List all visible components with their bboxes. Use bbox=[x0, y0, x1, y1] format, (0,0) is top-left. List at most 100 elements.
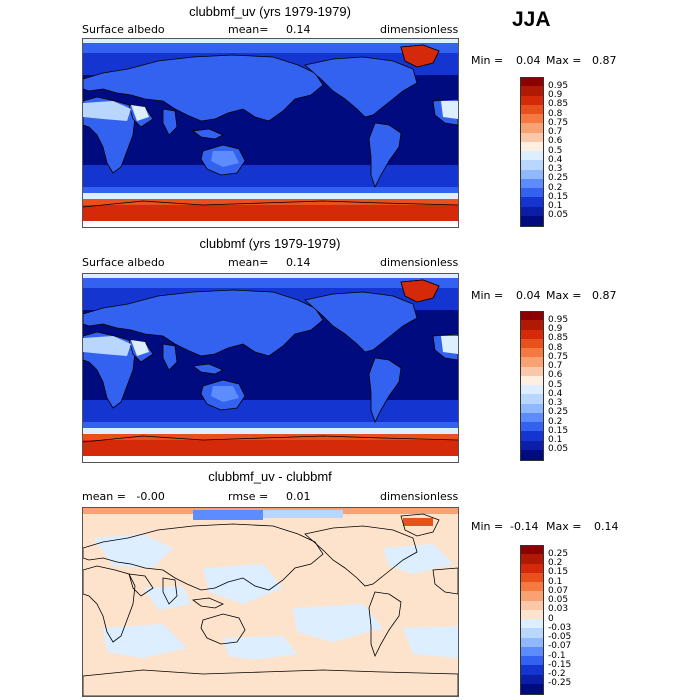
colorbar-tick-label: 0.25 bbox=[548, 173, 569, 184]
colorbar-swatch bbox=[520, 160, 544, 170]
colorbar-tick-label: 0.9 bbox=[548, 324, 563, 334]
colorbar-swatch bbox=[520, 357, 544, 367]
colorbar-tick-label: 0.5 bbox=[548, 145, 563, 156]
colorbar-tick-label: 0.2 bbox=[548, 182, 563, 193]
panel-1-min-label: Min = bbox=[471, 54, 504, 67]
colorbar-tick-label: -0.05 bbox=[548, 632, 572, 642]
colorbar-swatch bbox=[520, 385, 544, 395]
colorbar-swatch bbox=[520, 674, 544, 685]
colorbar-tick-label: 0.75 bbox=[548, 351, 569, 362]
colorbar-swatch bbox=[520, 683, 544, 695]
colorbar-swatch bbox=[520, 422, 544, 432]
panel-2-map-svg bbox=[83, 274, 458, 462]
colorbar-tick-label: 0.05 bbox=[548, 210, 569, 221]
panel-1-variable: Surface albedo bbox=[82, 23, 165, 36]
colorbar-swatch bbox=[520, 554, 544, 564]
panel-1-mean-label: mean= bbox=[228, 23, 269, 36]
colorbar-swatch bbox=[520, 178, 544, 189]
colorbar-tick-label: 0.2 bbox=[548, 416, 563, 427]
panel-2-units: dimensionless bbox=[380, 256, 459, 269]
colorbar-tick-label: 0.95 bbox=[548, 314, 569, 325]
colorbar-swatch bbox=[520, 665, 544, 675]
colorbar-tick-label: -0.25 bbox=[548, 678, 572, 689]
panel-2-max-label: Max = bbox=[546, 289, 582, 302]
colorbar-swatch bbox=[520, 431, 544, 441]
colorbar-tick-label: 0 bbox=[548, 613, 554, 624]
colorbar-swatch bbox=[520, 394, 544, 404]
colorbar-tick-label: 0.25 bbox=[548, 548, 569, 559]
colorbar-swatch bbox=[520, 619, 544, 629]
panel-2-colorbar: 0.95 0.9 0.85 0.8 0.75 0.7 0.6 0.5 0.4 0.3 0.25 0.2… bbox=[520, 311, 580, 461]
panel-1-max-value: 0.87 bbox=[592, 54, 617, 67]
colorbar-swatch bbox=[520, 628, 544, 638]
panel-3-max-value: 0.14 bbox=[594, 520, 619, 533]
colorbar-swatch bbox=[520, 206, 544, 217]
colorbar-tick-label: -0.2 bbox=[548, 669, 566, 679]
colorbar-swatch bbox=[520, 104, 544, 115]
colorbar-tick-label: 0.6 bbox=[548, 136, 563, 147]
colorbar-tick-label: 0.7 bbox=[548, 127, 563, 137]
colorbar-swatch bbox=[520, 646, 544, 657]
colorbar-tick-label: 0.15 bbox=[548, 425, 569, 436]
panel-2-mean-label: mean= bbox=[228, 256, 269, 269]
panel-1-max-label: Max = bbox=[546, 54, 582, 67]
colorbar-tick-label: 0.8 bbox=[548, 108, 563, 119]
colorbar-tick-label: 0.4 bbox=[548, 388, 563, 399]
colorbar-tick-label: -0.15 bbox=[548, 659, 572, 670]
colorbar-swatch bbox=[520, 348, 544, 358]
colorbar-tick-label: 0.85 bbox=[548, 99, 569, 110]
panel-2-title: clubbmf (yrs 1979-1979) bbox=[199, 236, 341, 251]
colorbar-tick-label: 0.05 bbox=[548, 444, 569, 455]
colorbar-swatch bbox=[520, 215, 544, 227]
panel-3-mean: mean = -0.00 bbox=[82, 490, 165, 503]
panel-3-units: dimensionless bbox=[380, 490, 459, 503]
panel-2-min-value: 0.04 bbox=[516, 289, 541, 302]
panel-2-min-label: Min = bbox=[471, 289, 504, 302]
colorbar-swatch bbox=[520, 656, 544, 666]
colorbar-tick-label: 0.5 bbox=[548, 379, 563, 390]
colorbar-tick-label: 0.1 bbox=[548, 201, 563, 211]
panel-1-min-value: 0.04 bbox=[516, 54, 541, 67]
colorbar-tick-label: 0.25 bbox=[548, 407, 569, 418]
colorbar-swatch bbox=[520, 141, 544, 152]
colorbar-swatch bbox=[520, 600, 544, 611]
panel-1-units: dimensionless bbox=[380, 23, 459, 36]
colorbar-swatch bbox=[520, 440, 544, 451]
colorbar-tick-label: 0.05 bbox=[548, 595, 569, 605]
colorbar-swatch bbox=[520, 637, 544, 648]
colorbar-tick-label: 0.4 bbox=[548, 154, 563, 165]
season-label: JJA bbox=[512, 8, 551, 31]
colorbar-swatch bbox=[520, 563, 544, 574]
colorbar-tick-label: 0.7 bbox=[548, 361, 563, 371]
colorbar-swatch bbox=[520, 77, 544, 88]
colorbar-tick-label: 0.3 bbox=[548, 164, 563, 174]
panel-3-max-label: Max = bbox=[546, 520, 582, 533]
colorbar-swatch bbox=[520, 197, 544, 207]
panel-3-min-label: Min = bbox=[471, 520, 504, 533]
colorbar-swatch bbox=[520, 582, 544, 592]
panel-3-min-value: -0.14 bbox=[510, 520, 539, 533]
colorbar-tick-label: 0.6 bbox=[548, 370, 563, 381]
colorbar-swatch bbox=[520, 366, 544, 377]
panel-3-rmse-value: 0.01 bbox=[286, 490, 311, 503]
panel-2-variable: Surface albedo bbox=[82, 256, 165, 269]
colorbar-swatch bbox=[520, 609, 544, 620]
colorbar-tick-label: 0.1 bbox=[548, 435, 563, 445]
colorbar-tick-label: 0.03 bbox=[548, 604, 569, 615]
panel-2-map bbox=[82, 273, 459, 463]
panel-3-title: clubbmf_uv - clubbmf bbox=[208, 469, 332, 484]
panel-1-map bbox=[82, 38, 459, 228]
colorbar-swatch bbox=[520, 403, 544, 414]
colorbar-swatch bbox=[520, 151, 544, 161]
colorbar-tick-label: -0.07 bbox=[548, 641, 572, 652]
panel-2-mean-value: 0.14 bbox=[286, 256, 311, 269]
colorbar-swatch bbox=[520, 114, 544, 124]
panel-3-rmse-label: rmse = bbox=[228, 490, 269, 503]
colorbar-swatch bbox=[520, 545, 544, 556]
colorbar-swatch bbox=[520, 86, 544, 96]
colorbar-swatch bbox=[520, 320, 544, 330]
colorbar-tick-label: 0.1 bbox=[548, 576, 563, 587]
colorbar-tick-label: 0.95 bbox=[548, 80, 569, 91]
colorbar-tick-label: 0.85 bbox=[548, 333, 569, 344]
colorbar-tick-label: 0.9 bbox=[548, 90, 563, 100]
